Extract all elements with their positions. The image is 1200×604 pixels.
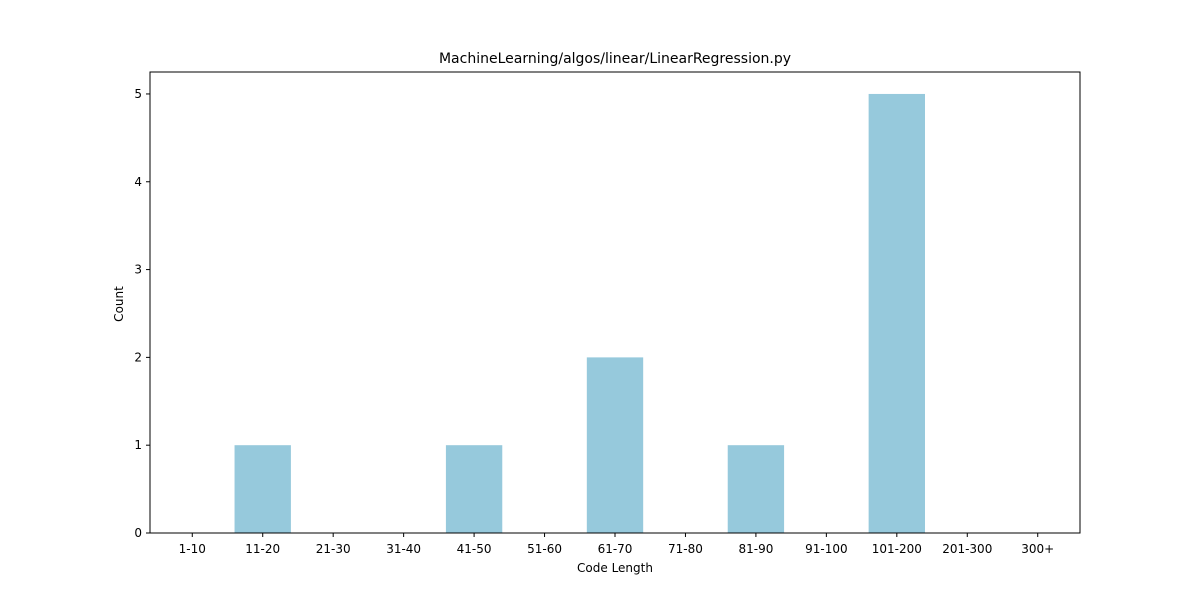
x-tick-label: 300+ (1021, 542, 1054, 556)
x-tick-label: 51-60 (527, 542, 562, 556)
x-tick-label: 81-90 (738, 542, 773, 556)
chart-title: MachineLearning/algos/linear/LinearRegre… (439, 51, 791, 67)
x-tick-label: 61-70 (598, 542, 633, 556)
x-tick-label: 11-20 (245, 542, 280, 556)
y-tick-label: 5 (134, 87, 142, 101)
bar-11-20 (234, 445, 291, 533)
y-tick-label: 4 (134, 175, 142, 189)
plot-frame (149, 71, 1081, 534)
x-tick-label: 101-200 (872, 542, 922, 556)
y-tick-label: 2 (134, 350, 142, 364)
bar-101-200 (868, 93, 925, 533)
x-tick-label: 41-50 (457, 542, 492, 556)
y-tick-label: 3 (134, 263, 142, 277)
x-tick-label: 91-100 (805, 542, 848, 556)
x-tick-label: 31-40 (386, 542, 421, 556)
bar-41-50 (445, 445, 503, 533)
x-tick-label: 1-10 (179, 542, 206, 556)
y-axis: 0 1 2 3 4 5 (134, 87, 150, 540)
bar-81-90 (727, 445, 785, 533)
bar-61-70 (586, 357, 644, 533)
y-tick-label: 0 (134, 526, 142, 540)
x-axis-label: Code Length (577, 561, 653, 575)
y-tick-label: 1 (134, 438, 142, 452)
bars-group (234, 93, 925, 533)
x-tick-label: 71-80 (668, 542, 703, 556)
x-tick-label: 21-30 (316, 542, 351, 556)
y-axis-label: Count (112, 286, 126, 322)
x-tick-label: 201-300 (942, 542, 992, 556)
x-axis: 1-10 11-20 21-30 31-40 41-50 51-60 61-70 71-80 8… (179, 533, 1054, 556)
